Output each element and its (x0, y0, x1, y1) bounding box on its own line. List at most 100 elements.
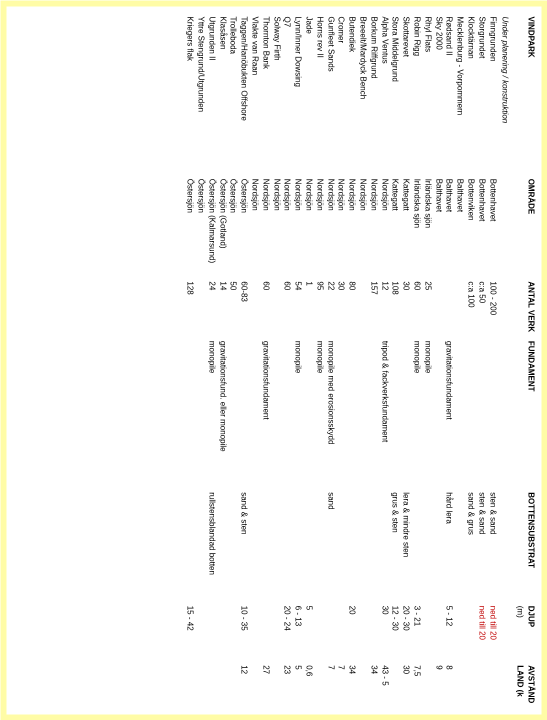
cell-omrade: Irländska sjön (421, 176, 432, 279)
cell-djup: 15 - 42 (184, 603, 195, 662)
cell-djup: 5 - 12 (443, 603, 454, 662)
cell-fundament: monopile (205, 338, 216, 489)
cell-antal: 95 (313, 279, 324, 338)
cell-fundament (281, 338, 292, 489)
cell-djup: ned till 20 (475, 603, 486, 662)
cell-antal: 24 (205, 279, 216, 338)
table-row: Horns rev IINordsjön95monopile (313, 14, 324, 706)
table-row: Taggen/Hanöbukten OffshoreÖstersjön60-83… (237, 14, 248, 706)
cell-fundament (302, 338, 313, 489)
cell-botten (248, 490, 259, 604)
cell-vindpark: Skottarevet (399, 14, 410, 176)
cell-omrade: Kattegatt (399, 176, 410, 279)
table-row: SkottarevetKattegatt30lera & mindre sten… (399, 14, 410, 706)
col-antal: ANTAL VERK (511, 279, 535, 338)
cell-antal (432, 279, 443, 338)
cell-avstand: 43 - 5 (378, 663, 389, 706)
cell-botten: sand & grus (464, 490, 475, 604)
cell-antal: c:a 50 (475, 279, 486, 338)
cell-antal: 30 (399, 279, 410, 338)
cell-omrade: Nordsjön (367, 176, 378, 279)
table-row: Sky 2000Balthavet9 (432, 14, 443, 706)
cell-botten: rullstensblandad botten (205, 490, 216, 604)
cell-botten (194, 490, 205, 604)
table-row: StorgrundetBottenhavetc:a 50sten & sandn… (475, 14, 486, 706)
cell-djup (324, 603, 335, 662)
cell-avstand (486, 663, 497, 706)
cell-vindpark: Solway Firth (270, 14, 281, 176)
cell-avstand: 23 (281, 663, 292, 706)
table-row: JadeNordsjön150,6 (302, 14, 313, 706)
cell-vindpark: Gunfleet Sands (324, 14, 335, 176)
cell-botten (378, 490, 389, 604)
cell-vindpark: Cromer (335, 14, 346, 176)
cell-vindpark: Klocktärnan (464, 14, 475, 176)
table-header-row: VINDPARK OMRÅDE ANTAL VERK FUNDAMENT BOT… (511, 14, 535, 706)
table-row: KlocktärnanBottenvikenc:a 100sand & grus (464, 14, 475, 706)
cell-antal: c:a 100 (464, 279, 475, 338)
cell-fundament (475, 338, 486, 489)
cell-djup (270, 603, 281, 662)
table-row: KlasåsenÖstersjön (Gotland)14gravitation… (216, 14, 227, 706)
cell-fundament: monopile med erosionsskydd (324, 338, 335, 489)
cell-djup: 30 (378, 603, 389, 662)
cell-antal: 60-83 (237, 279, 248, 338)
cell-avstand: 5 (291, 663, 302, 706)
cell-djup: 10 - 35 (237, 603, 248, 662)
cell-botten: sand (324, 490, 335, 604)
cell-fundament: monopile (421, 338, 432, 489)
cell-botten (216, 490, 227, 604)
cell-avstand (216, 663, 227, 706)
cell-djup (356, 603, 367, 662)
table-row: Vlakte van RaanNordsjön (248, 14, 259, 706)
cell-antal: 54 (291, 279, 302, 338)
cell-omrade: Nordsjön (378, 176, 389, 279)
table-row: CromerNordsjön307 (335, 14, 346, 706)
cell-avstand: 8 (443, 663, 454, 706)
cell-antal: 12 (378, 279, 389, 338)
table-row: ButendiekNordsjön802034 (345, 14, 356, 706)
cell-botten (335, 490, 346, 604)
cell-omrade: Östersjön (Kalmarsund) (205, 176, 216, 279)
cell-avstand: 0,6 (302, 663, 313, 706)
table-row: Robin RiggIrländska sjön60monopile3 - 21… (410, 14, 421, 706)
cell-antal: 60 (281, 279, 292, 338)
cell-antal: 60 (259, 279, 270, 338)
table-row: Borkum RiffgrundNordsjön15734 (367, 14, 378, 706)
cell-avstand (421, 663, 432, 706)
cell-avstand: 34 (367, 663, 378, 706)
cell-omrade: Östersjön (194, 176, 205, 279)
cell-botten: grus & sten (389, 490, 400, 604)
cell-antal (443, 279, 454, 338)
cell-avstand: 34 (345, 663, 356, 706)
cell-djup (335, 603, 346, 662)
cell-vindpark: Borkum Riffgrund (367, 14, 378, 176)
cell-omrade: Nordsjön (345, 176, 356, 279)
cell-djup (313, 603, 324, 662)
cell-djup (205, 603, 216, 662)
cell-vindpark: Jade (302, 14, 313, 176)
cell-djup (248, 603, 259, 662)
col-vindpark: VINDPARK (511, 14, 535, 176)
cell-djup (453, 603, 464, 662)
cell-avstand (389, 663, 400, 706)
section-row: Under planering / konstruktion (497, 14, 512, 706)
table-row: Thornton BankNordsjön60gravitationsfunda… (259, 14, 270, 706)
cell-fundament (356, 338, 367, 489)
cell-botten (356, 490, 367, 604)
cell-fundament: gravitationsfund. eller monopile (216, 338, 227, 489)
cell-antal: 80 (345, 279, 356, 338)
table-body: FinngrundenBottenhavet100 - 200sten & sa… (184, 14, 497, 706)
cell-fundament (184, 338, 195, 489)
cell-avstand (270, 663, 281, 706)
cell-avstand (205, 663, 216, 706)
cell-fundament (345, 338, 356, 489)
cell-fundament: tripod & fackverksfundament (378, 338, 389, 489)
cell-fundament: gravitationsfundament (259, 338, 270, 489)
cell-botten (302, 490, 313, 604)
cell-vindpark: Butendiek (345, 14, 356, 176)
cell-djup (421, 603, 432, 662)
cell-vindpark: Stora Middelgrund (389, 14, 400, 176)
cell-avstand (453, 663, 464, 706)
cell-botten (291, 490, 302, 604)
